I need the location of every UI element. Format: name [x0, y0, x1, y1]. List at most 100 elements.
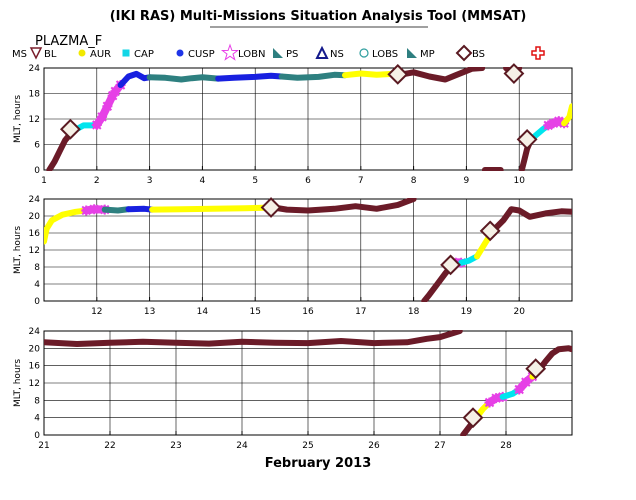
y-tick-label: 12 — [29, 115, 40, 125]
legend: MS BL AUR CAP CUSP LOBN PS NS LOBS MP BS — [12, 43, 545, 62]
segment-pl — [149, 204, 277, 213]
legend-item-lobs: LOBS — [359, 48, 398, 60]
ns-marker-icon — [315, 45, 329, 59]
segment-pl — [561, 103, 572, 127]
legend-item-cap: CAP — [122, 49, 154, 60]
bs-marker-icon — [455, 44, 473, 62]
mp-crossing-marker — [91, 119, 102, 130]
y-tick-label: 24 — [29, 195, 41, 205]
y-axis-label: MLT, hours — [13, 95, 23, 143]
segment-cap — [458, 253, 480, 266]
x-tick-label: 26 — [368, 441, 380, 451]
bow-shock-marker — [525, 358, 547, 380]
legend-item-cusp: CUSP — [176, 49, 215, 60]
x-tick-label: 12 — [91, 307, 102, 317]
lobn-marker-icon — [220, 43, 240, 61]
segment-sw — [536, 345, 572, 373]
x-tick-label: 9 — [464, 176, 470, 186]
mp-marker-icon — [407, 48, 417, 58]
bow-shock-marker — [260, 197, 282, 218]
x-tick-label: 2 — [94, 176, 100, 186]
x-tick-label: 7 — [358, 176, 364, 186]
grid — [43, 330, 572, 436]
mp-crossing-marker — [102, 101, 113, 112]
segment-pl — [44, 207, 90, 245]
legend-label: BS — [472, 49, 485, 60]
x-tick-label: 23 — [170, 441, 181, 451]
legend-label: CAP — [134, 49, 154, 60]
segment-cusp — [125, 205, 156, 213]
x-tick-label: 25 — [302, 441, 313, 451]
cross-marker-icon — [531, 46, 545, 60]
y-tick-label: 4 — [34, 414, 40, 424]
x-tick-label: 20 — [513, 307, 525, 317]
figure-title: (IKI RAS) Multi-Missions Situation Analy… — [110, 9, 527, 24]
mp-crossing-marker — [89, 204, 100, 215]
mp-crossing-marker — [491, 393, 502, 404]
y-axis-label: MLT, hours — [13, 226, 23, 274]
satellite-name: PLAZMA_F — [35, 34, 102, 49]
y-tick-label: 0 — [34, 297, 40, 307]
legend-item-lobn: LOBN — [220, 43, 265, 61]
x-tick-label: 14 — [197, 307, 209, 317]
segment-sw — [270, 198, 417, 214]
legend-prefix: MS — [12, 49, 27, 60]
mp-crossing-marker — [97, 111, 108, 122]
panel-2: 12 13 14 15 16 17 18 19 20 0 4 8 12 16 20 24 MLT, hours — [13, 195, 573, 317]
ps-marker-icon — [273, 48, 283, 58]
x-tick-label: 18 — [408, 307, 420, 317]
bow-shock-marker — [479, 220, 501, 242]
bow-shock-marker — [516, 128, 538, 150]
x-tick-label: 15 — [249, 307, 260, 317]
x-tick-label: 27 — [434, 441, 445, 451]
y-tick-label: 16 — [29, 362, 41, 372]
y-tick-label: 12 — [29, 379, 40, 389]
y-tick-label: 20 — [29, 344, 41, 354]
segment-ps — [146, 74, 222, 83]
legend-item-ps: PS — [273, 48, 298, 60]
y-tick-label: 20 — [29, 212, 41, 222]
segment-cusp — [117, 70, 153, 88]
lobs-marker-icon — [359, 48, 369, 58]
legend-label: NS — [330, 49, 344, 60]
bow-shock-marker — [59, 118, 81, 140]
y-tick-label: 12 — [29, 246, 40, 256]
legend-label: LOBS — [372, 49, 398, 60]
bow-shock-marker — [503, 63, 525, 84]
y-tick-label: 8 — [34, 263, 40, 273]
x-tick-label: 21 — [38, 441, 49, 451]
aur-marker-icon — [78, 49, 86, 57]
y-tick-label: 16 — [29, 229, 41, 239]
x-tick-label: 28 — [500, 441, 512, 451]
y-tick-label: 24 — [29, 327, 41, 337]
x-axis-label: February 2013 — [265, 456, 372, 471]
legend-label: BL — [44, 49, 57, 60]
legend-item-cross — [531, 46, 545, 60]
legend-label: MP — [420, 49, 435, 60]
segment-sw — [489, 206, 572, 234]
y-tick-label: 8 — [34, 396, 40, 406]
bow-shock-marker — [440, 254, 461, 276]
x-tick-label: 22 — [104, 441, 115, 451]
y-tick-label: 0 — [34, 431, 40, 441]
segment-ps — [278, 71, 348, 81]
x-tick-label: 19 — [461, 307, 473, 317]
y-axis-label: MLT, hours — [13, 359, 23, 407]
x-tick-label: 16 — [302, 307, 314, 317]
x-tick-label: 8 — [411, 176, 417, 186]
grid — [44, 198, 572, 302]
x-tick-label: 1 — [41, 176, 47, 186]
legend-item-mp: MP — [407, 48, 435, 60]
legend-label: CUSP — [188, 49, 215, 60]
legend-label: LOBN — [238, 49, 265, 60]
x-tick-label: 17 — [355, 307, 366, 317]
mp-crossing-marker — [81, 205, 92, 216]
legend-item-ns: NS — [315, 45, 344, 60]
bl-marker-icon — [29, 47, 43, 60]
panel-3: 21 22 23 24 25 26 27 28 0 4 8 12 16 20 24 MLT, hours — [13, 327, 573, 451]
x-tick-label: 10 — [513, 176, 525, 186]
x-tick-label: 3 — [147, 176, 153, 186]
trajectory — [46, 67, 572, 171]
